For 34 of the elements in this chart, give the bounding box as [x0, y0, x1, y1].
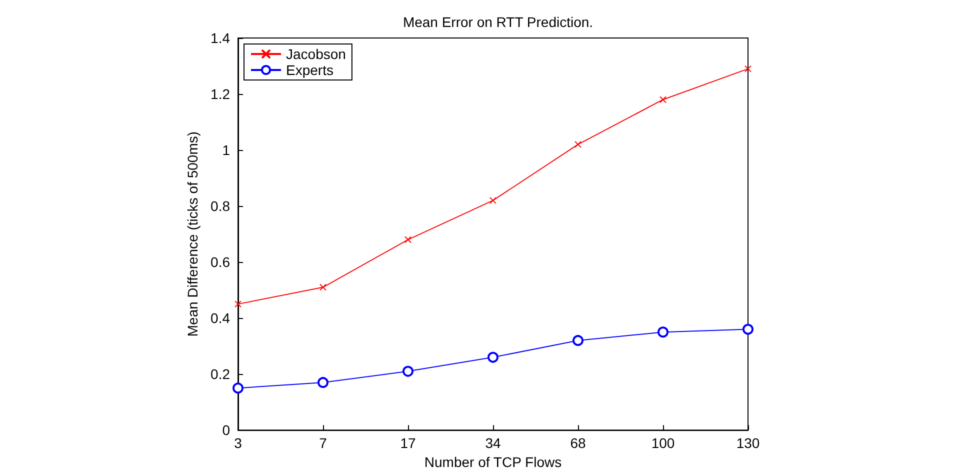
- x-tick-label: 130: [736, 435, 760, 452]
- y-axis-title: Mean Difference (ticks of 500ms): [184, 131, 201, 337]
- y-tick-label: 0.2: [210, 366, 230, 382]
- point: [572, 334, 584, 346]
- point: [744, 65, 752, 72]
- x-tick-label: 3: [234, 435, 242, 452]
- x-tick-label: 17: [400, 435, 416, 452]
- y-tick-label: 1: [222, 142, 230, 158]
- point: [488, 352, 498, 363]
- x-tick-label: 34: [485, 435, 501, 452]
- y-tick-label: 1.2: [210, 86, 230, 102]
- legend-label: Experts: [286, 62, 334, 78]
- point: [402, 366, 414, 377]
- y-tick-label: 0.6: [210, 254, 230, 270]
- y-tick-label: 1.4: [210, 30, 230, 46]
- x-tick-label: 7: [319, 435, 328, 452]
- point: [320, 284, 326, 291]
- point: [404, 236, 412, 244]
- y-tick-label: 0.4: [210, 310, 230, 326]
- y-tick-label: 0: [222, 422, 230, 438]
- x-tick-label: 100: [651, 435, 675, 452]
- point: [234, 300, 242, 308]
- legend-label: Jacobson: [286, 46, 346, 62]
- point: [660, 96, 666, 104]
- x-tick-label: 68: [570, 435, 586, 452]
- point: [232, 382, 244, 394]
- x-axis-title: Number of TCP Flows: [424, 454, 562, 470]
- point: [574, 140, 582, 148]
- point: [658, 326, 668, 338]
- y-tick-label: 0.8: [210, 198, 230, 214]
- point: [318, 376, 328, 388]
- point: [490, 196, 496, 204]
- chart-title: Mean Error on RTT Prediction.: [402, 14, 594, 30]
- point: [742, 324, 754, 335]
